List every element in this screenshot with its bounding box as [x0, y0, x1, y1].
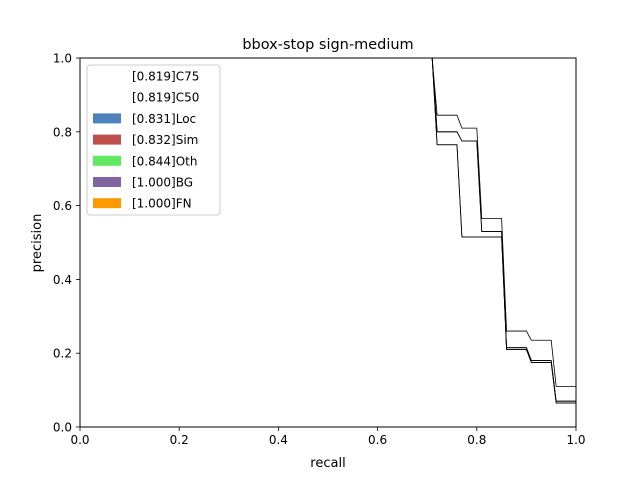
legend-swatch	[93, 155, 121, 166]
y-tick-label: 0.6	[53, 199, 72, 213]
plot-frame	[79, 57, 577, 428]
legend-entry: [0.832]Sim	[132, 133, 198, 147]
x-axis-ticks: 0.0 0.2 0.4 0.6 0.8 1.0	[70, 427, 586, 447]
legend-swatch	[93, 92, 121, 103]
legend-swatch	[93, 71, 121, 81]
boundary-line-4	[431, 57, 576, 387]
y-axis-label: precision	[30, 214, 45, 273]
legend-entry: [0.819]C50	[132, 91, 199, 105]
x-tick-label: 0.6	[368, 433, 387, 447]
y-tick-label: 1.0	[53, 52, 72, 66]
legend-entry: [0.819]C75	[132, 70, 199, 84]
chart-title: bbox-stop sign-medium	[242, 37, 413, 53]
area-layers	[432, 58, 576, 404]
boundary-line-3	[431, 57, 576, 402]
area-0	[432, 58, 576, 404]
legend-swatch	[93, 177, 121, 187]
x-tick-label: 0.2	[170, 433, 189, 447]
x-tick-label: 0.0	[70, 433, 89, 447]
y-tick-label: 0.4	[53, 273, 72, 287]
y-axis-ticks: 0.0 0.2 0.4 0.6 0.8 1.0	[53, 52, 80, 435]
y-tick-label: 0.0	[53, 421, 72, 435]
x-tick-label: 0.4	[269, 433, 288, 447]
x-tick-label: 0.8	[467, 433, 486, 447]
legend-swatch	[93, 113, 121, 124]
legend-entry: [0.831]Loc	[132, 112, 196, 126]
x-tick-label: 1.0	[566, 433, 585, 447]
legend-swatch	[93, 134, 121, 145]
legend-entry: [1.000]BG	[132, 176, 193, 190]
x-axis-label: recall	[310, 456, 345, 471]
legend-entry: [1.000]FN	[132, 197, 192, 211]
y-tick-label: 0.2	[53, 347, 72, 361]
legend: [0.819]C75 [0.819]C50 [0.831]Loc [0.832]Sim…	[86, 64, 221, 216]
legend-swatch	[93, 198, 121, 209]
y-tick-label: 0.8	[53, 125, 72, 139]
legend-entry: [0.844]Oth	[132, 154, 197, 168]
